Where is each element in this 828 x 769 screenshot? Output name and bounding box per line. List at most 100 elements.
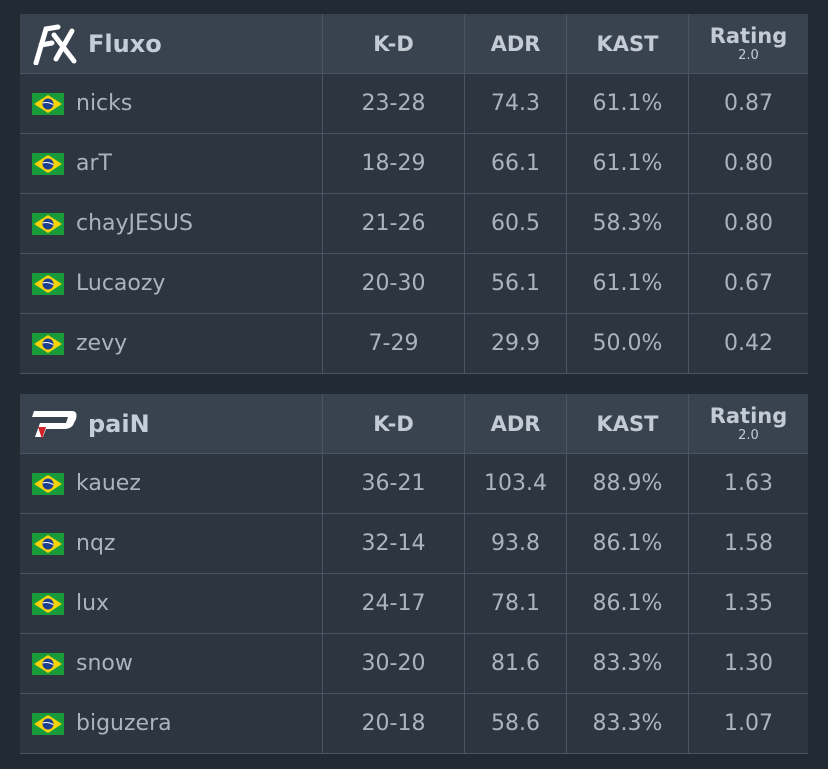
stat-value: 7-29 <box>368 331 419 356</box>
team-logo <box>32 410 77 439</box>
stat-value: 58.3% <box>592 211 663 236</box>
player-cell: nicks <box>20 74 322 133</box>
player-cell: arT <box>20 134 322 193</box>
header-row: Fluxo K-D ADR KAST Rating 2.0 <box>20 14 808 73</box>
player-name: arT <box>76 151 112 176</box>
stat-value: 36-21 <box>361 471 426 496</box>
flag <box>32 272 64 295</box>
player-row: biguzera 20-18 58.6 83.3% 1.07 <box>20 694 808 753</box>
player-row: lux 24-17 78.1 86.1% 1.35 <box>20 574 808 633</box>
stat-value: 60.5 <box>491 211 540 236</box>
player-name: kauez <box>76 471 141 496</box>
stat-value: 1.07 <box>724 711 773 736</box>
stat-value: 0.67 <box>724 271 773 296</box>
flag <box>32 472 64 495</box>
stat-cell: 18-29 <box>323 134 464 193</box>
player-cell: zevy <box>20 314 322 373</box>
player-cell: nqz <box>20 514 322 573</box>
stat-value: 103.4 <box>484 471 547 496</box>
player-cell: snow <box>20 634 322 693</box>
stat-cell: 66.1 <box>465 134 566 193</box>
player-name: nqz <box>76 531 116 556</box>
header-cell: K-D <box>323 14 464 73</box>
rating-header: Rating 2.0 <box>709 403 788 442</box>
stat-cell: 74.3 <box>465 74 566 133</box>
stat-cell: 83.3% <box>567 694 688 753</box>
stat-value: 83.3% <box>592 651 663 676</box>
player-row: nqz 32-14 93.8 86.1% 1.58 <box>20 514 808 573</box>
stat-cell: 60.5 <box>465 194 566 253</box>
column-header: KAST <box>596 31 659 56</box>
stat-cell: 23-28 <box>323 74 464 133</box>
column-header: Rating <box>709 23 788 48</box>
player-name: biguzera <box>76 711 172 736</box>
column-header: KAST <box>596 411 659 436</box>
stat-cell: 0.67 <box>689 254 808 313</box>
stat-cell: 1.07 <box>689 694 808 753</box>
stat-value: 23-28 <box>361 91 426 116</box>
stat-cell: 58.3% <box>567 194 688 253</box>
stat-cell: 103.4 <box>465 454 566 513</box>
team-logo <box>33 24 77 65</box>
stat-value: 20-18 <box>361 711 426 736</box>
player-name: snow <box>76 651 133 676</box>
column-header: ADR <box>490 411 541 436</box>
stat-cell: 0.80 <box>689 194 808 253</box>
stat-cell: 29.9 <box>465 314 566 373</box>
flag <box>32 712 64 735</box>
stat-value: 78.1 <box>491 591 540 616</box>
stat-cell: 0.80 <box>689 134 808 193</box>
stat-cell: 61.1% <box>567 74 688 133</box>
stat-value: 0.80 <box>724 211 773 236</box>
player-cell: kauez <box>20 454 322 513</box>
stat-value: 21-26 <box>361 211 426 236</box>
header-cell: Rating 2.0 <box>689 14 808 73</box>
player-cell: chayJESUS <box>20 194 322 253</box>
stat-cell: 21-26 <box>323 194 464 253</box>
stat-cell: 1.35 <box>689 574 808 633</box>
stat-value: 83.3% <box>592 711 663 736</box>
stat-cell: 20-30 <box>323 254 464 313</box>
stat-cell: 24-17 <box>323 574 464 633</box>
header-cell: KAST <box>567 394 688 453</box>
player-name: Lucaozy <box>76 271 166 296</box>
column-header: ADR <box>490 31 541 56</box>
team-name: paiN <box>88 409 150 438</box>
flag <box>32 212 64 235</box>
header-cell: Rating 2.0 <box>689 394 808 453</box>
flag <box>32 532 64 555</box>
stat-value: 61.1% <box>592 91 663 116</box>
flag <box>32 652 64 675</box>
column-header: K-D <box>373 31 414 56</box>
stat-value: 29.9 <box>491 331 540 356</box>
stat-value: 32-14 <box>361 531 426 556</box>
stat-cell: 7-29 <box>323 314 464 373</box>
stat-cell: 58.6 <box>465 694 566 753</box>
stat-value: 81.6 <box>491 651 540 676</box>
player-name: zevy <box>76 331 128 356</box>
stat-value: 24-17 <box>361 591 426 616</box>
stat-value: 88.9% <box>592 471 663 496</box>
flag <box>32 592 64 615</box>
stat-value: 66.1 <box>491 151 540 176</box>
player-row: nicks 23-28 74.3 61.1% 0.87 <box>20 74 808 133</box>
stat-value: 0.42 <box>724 331 773 356</box>
player-row: chayJESUS 21-26 60.5 58.3% 0.80 <box>20 194 808 253</box>
team-table: paiN K-D ADR KAST Rating 2.0 kauez 36-21 103.4 88… <box>20 394 808 754</box>
player-cell: Lucaozy <box>20 254 322 313</box>
column-header: K-D <box>373 411 414 436</box>
stat-value: 20-30 <box>361 271 426 296</box>
column-header: Rating <box>709 403 788 428</box>
stat-value: 50.0% <box>592 331 663 356</box>
stat-cell: 36-21 <box>323 454 464 513</box>
header-cell: Fluxo <box>20 14 322 73</box>
stat-cell: 0.87 <box>689 74 808 133</box>
header-cell: ADR <box>465 394 566 453</box>
header-cell: K-D <box>323 394 464 453</box>
player-name: lux <box>76 591 110 616</box>
stat-value: 58.6 <box>491 711 540 736</box>
player-row: kauez 36-21 103.4 88.9% 1.63 <box>20 454 808 513</box>
stat-value: 18-29 <box>361 151 426 176</box>
header-cell: ADR <box>465 14 566 73</box>
